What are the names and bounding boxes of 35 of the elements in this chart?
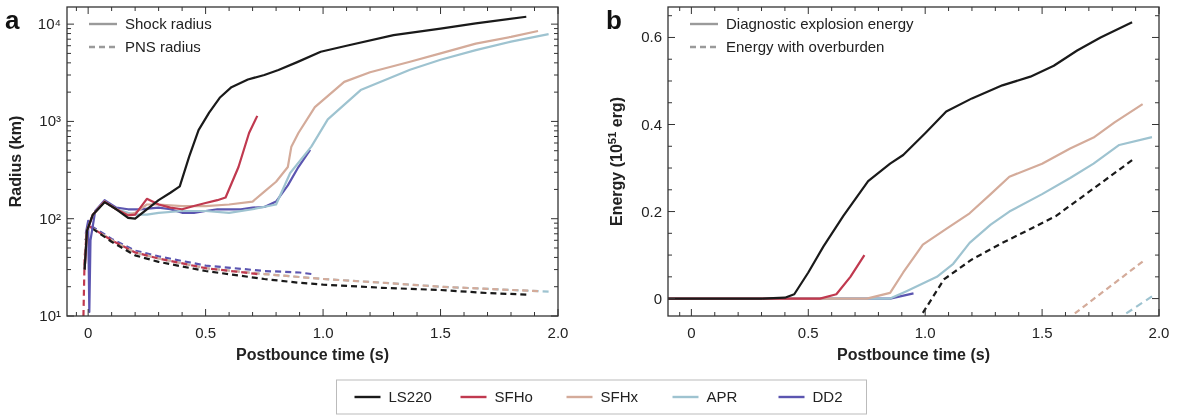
y-tick-label: 10²	[39, 209, 61, 227]
y-tick-label: 10¹	[39, 307, 61, 324]
x-tick-label: 0	[687, 324, 696, 341]
y-tick-label: 0.6	[641, 28, 662, 46]
annotation: PNS radius	[125, 38, 201, 55]
legend-label: DD2	[812, 388, 843, 405]
y-tick-label: 10³	[39, 112, 61, 130]
x-tick-label: 2.0	[1148, 324, 1170, 341]
x-tick-label: 1.0	[914, 324, 936, 341]
y-tick-label: 10⁴	[37, 15, 61, 33]
x-axis-title: Postbounce time (s)	[837, 346, 990, 363]
x-tick-label: 0.5	[797, 324, 819, 341]
line-series	[84, 148, 312, 314]
line-series	[921, 159, 1134, 315]
annotation: Energy with overburden	[726, 38, 885, 55]
annotation: Shock radius	[125, 15, 212, 32]
legend-label: APR	[706, 388, 738, 405]
annotation: Diagnostic explosion energy	[726, 15, 915, 32]
line-series	[82, 224, 259, 316]
x-tick-label: 1.5	[1031, 324, 1053, 341]
x-axis-title: Postbounce time (s)	[236, 346, 389, 363]
y-tick-label: 0.4	[641, 115, 662, 133]
x-tick-label: 2.0	[547, 324, 569, 341]
y-axis-title: Radius (km)	[7, 115, 24, 208]
x-tick-label: 0	[83, 324, 93, 341]
y-tick-label: 0.2	[641, 202, 662, 220]
x-tick-label: 1.5	[430, 324, 451, 341]
x-tick-label: 1.0	[312, 324, 334, 341]
legend-label: SFHo	[494, 388, 533, 405]
legend-label: LS220	[388, 388, 432, 405]
x-tick-label: 0.5	[195, 324, 217, 341]
chart-title: b	[606, 5, 622, 35]
chart-title: a	[5, 5, 20, 35]
legend-label: SFHx	[600, 388, 639, 405]
y-tick-label: 0	[653, 289, 662, 307]
